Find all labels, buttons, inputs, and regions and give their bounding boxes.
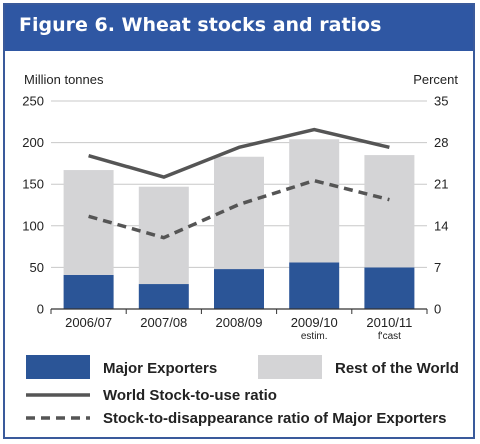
category-sublabel: f'cast <box>378 331 401 342</box>
right-tick-label: 0 <box>434 302 441 317</box>
legend-label-world-line: World Stock-to-use ratio <box>103 387 277 404</box>
category-sublabel: estim. <box>301 331 328 342</box>
title-bar: Figure 6. Wheat stocks and ratios <box>5 5 473 51</box>
right-tick-label: 7 <box>434 260 441 275</box>
left-tick-label: 200 <box>22 135 44 150</box>
left-tick-label: 0 <box>37 302 44 317</box>
legend-label-disappearance-line: Stock-to-disappearance ratio of Major Ex… <box>103 410 446 427</box>
bar-rest-of-world <box>138 186 189 285</box>
right-axis-label: Percent <box>413 72 458 87</box>
bar-major-exporters <box>138 284 189 309</box>
bar-major-exporters <box>364 267 415 309</box>
category-label: 2007/08 <box>140 315 187 330</box>
stock-to-disappearance-line <box>88 178 390 240</box>
legend-label-major-exporters: Major Exporters <box>103 360 217 377</box>
left-tick-label: 50 <box>30 260 44 275</box>
category-label: 2009/10 <box>291 315 338 330</box>
left-tick-label: 150 <box>22 177 44 192</box>
right-tick-label: 21 <box>434 177 448 192</box>
left-tick-label: 100 <box>22 218 44 233</box>
world-stock-to-use-line <box>88 127 390 179</box>
legend-label-rest-of-world: Rest of the World <box>335 360 459 377</box>
category-label: 2010/11 <box>366 315 412 330</box>
bar-rest-of-world <box>364 155 415 268</box>
bar-major-exporters <box>214 269 264 309</box>
right-tick-label: 28 <box>434 135 448 150</box>
left-tick-label: 250 <box>22 94 44 109</box>
left-axis-label: Million tonnes <box>24 72 104 87</box>
legend-swatch-major-exporters <box>26 355 90 379</box>
category-label: 2008/09 <box>216 315 263 330</box>
bar-major-exporters <box>289 262 340 309</box>
right-tick-label: 35 <box>434 94 448 109</box>
right-tick-label: 14 <box>434 218 448 233</box>
bar-major-exporters <box>63 274 114 309</box>
chart-title: Figure 6. Wheat stocks and ratios <box>19 14 382 36</box>
legend-swatch-rest-of-world <box>258 355 322 379</box>
bar-rest-of-world <box>289 139 340 263</box>
category-label: 2006/07 <box>65 315 112 330</box>
